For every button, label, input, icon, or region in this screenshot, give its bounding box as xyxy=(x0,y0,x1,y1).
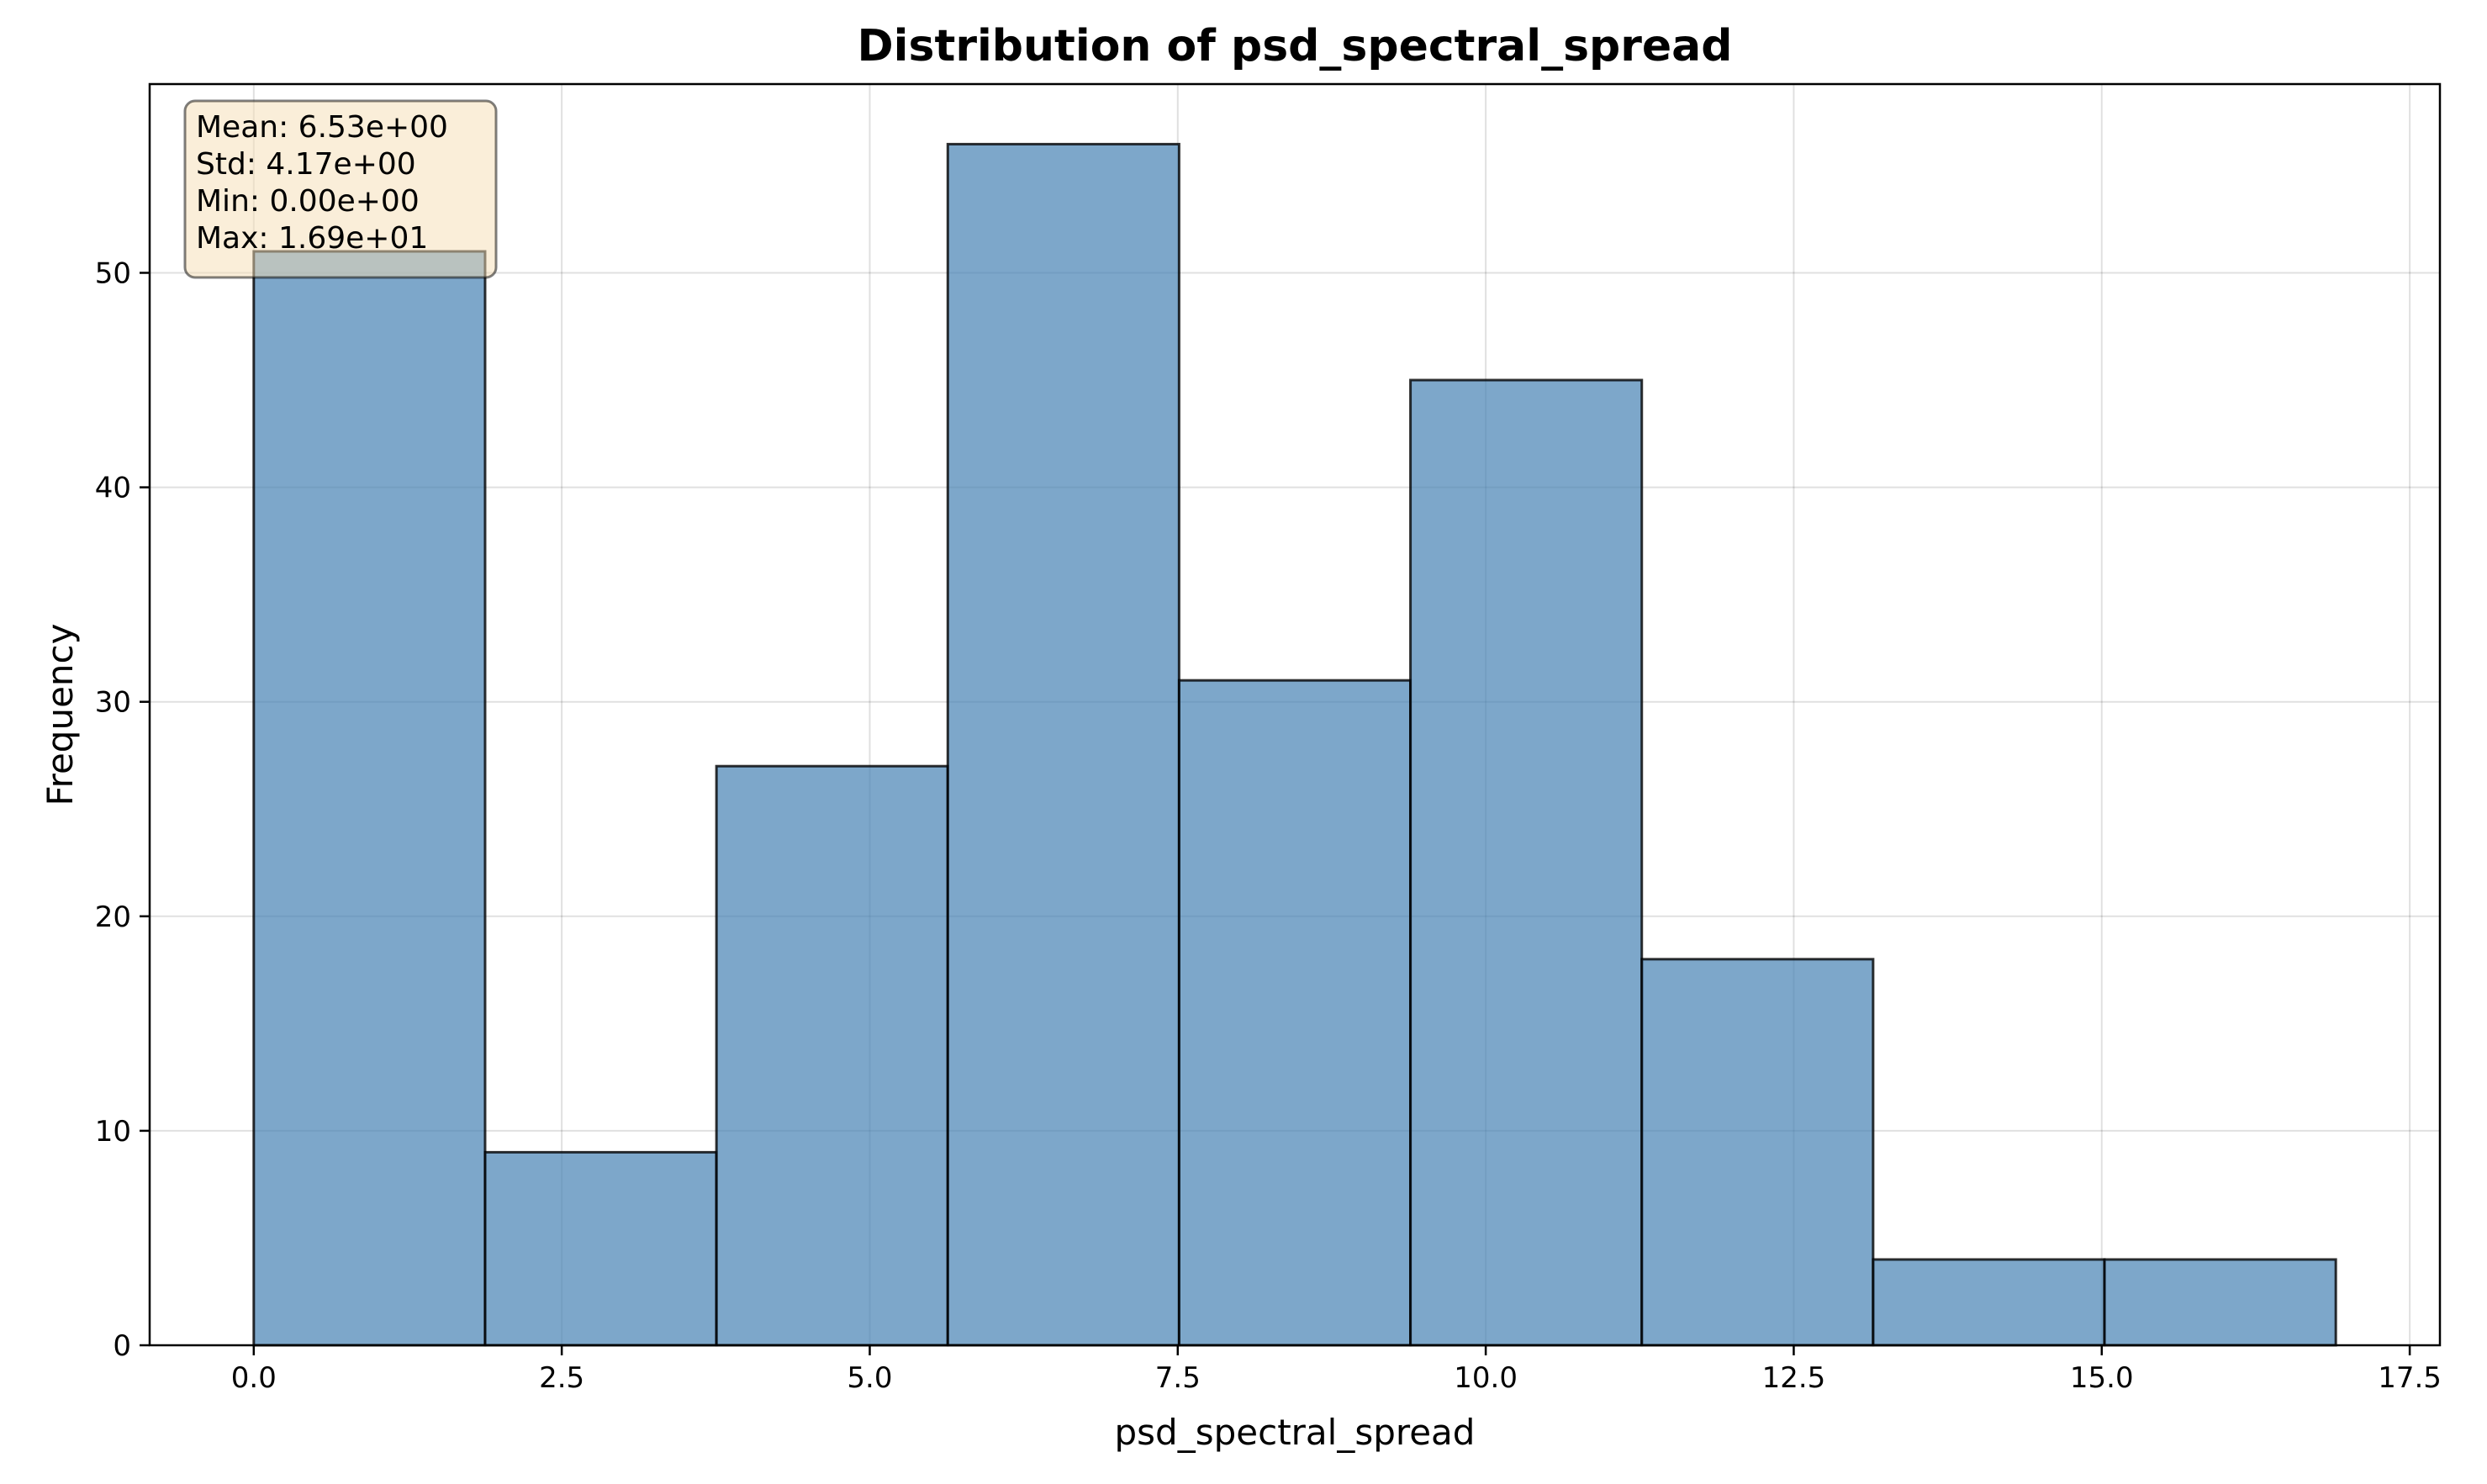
y-tick-label-1: 10 xyxy=(95,1115,131,1149)
histogram-bar-7 xyxy=(1872,1258,2106,1347)
y-tick-label-4: 40 xyxy=(95,472,131,505)
stats-line-1: Std: 4.17e+00 xyxy=(196,147,416,182)
y-tick-label-5: 50 xyxy=(95,256,131,290)
x-ticks: 0.0 2.5 5.0 7.5 10.0 12.5 15.0 17.5 xyxy=(231,1345,2442,1395)
bars xyxy=(252,142,2337,1347)
x-tick-label-3: 7.5 xyxy=(1155,1361,1201,1395)
x-tick-label-5: 12.5 xyxy=(1762,1361,1826,1395)
x-tick-label-7: 17.5 xyxy=(2378,1361,2442,1395)
y-tick-label-0: 0 xyxy=(113,1329,131,1363)
x-tick-label-1: 2.5 xyxy=(539,1361,584,1395)
histogram-bar-2 xyxy=(715,764,949,1347)
chart-title: Distribution of psd_spectral_spread xyxy=(858,21,1733,71)
y-axis-label: Frequency xyxy=(40,624,81,806)
x-tick-label-4: 10.0 xyxy=(1454,1361,1518,1395)
y-tick-label-2: 20 xyxy=(95,900,131,934)
x-tick-label-0: 0.0 xyxy=(231,1361,277,1395)
x-axis-label: psd_spectral_spread xyxy=(1115,1412,1476,1453)
x-tick-label-6: 15.0 xyxy=(2070,1361,2134,1395)
histogram-bar-5 xyxy=(1409,378,1644,1347)
histogram-bar-3 xyxy=(946,142,1180,1347)
stats-box-background xyxy=(183,99,498,279)
histogram-bar-0 xyxy=(252,250,487,1347)
histogram-bar-6 xyxy=(1640,958,1875,1347)
x-tick-label-2: 5.0 xyxy=(847,1361,892,1395)
histogram-bar-4 xyxy=(1177,679,1412,1347)
stats-line-3: Max: 1.69e+01 xyxy=(196,221,428,256)
axes-frame xyxy=(148,82,2442,1347)
y-tick-label-3: 30 xyxy=(95,686,131,720)
histogram-bar-8 xyxy=(2103,1258,2337,1347)
stats-line-0: Mean: 6.53e+00 xyxy=(196,110,448,145)
histogram-bar-1 xyxy=(483,1150,718,1347)
y-ticks: 0 10 20 30 40 50 xyxy=(95,256,150,1363)
stats-line-2: Min: 0.00e+00 xyxy=(196,184,420,219)
